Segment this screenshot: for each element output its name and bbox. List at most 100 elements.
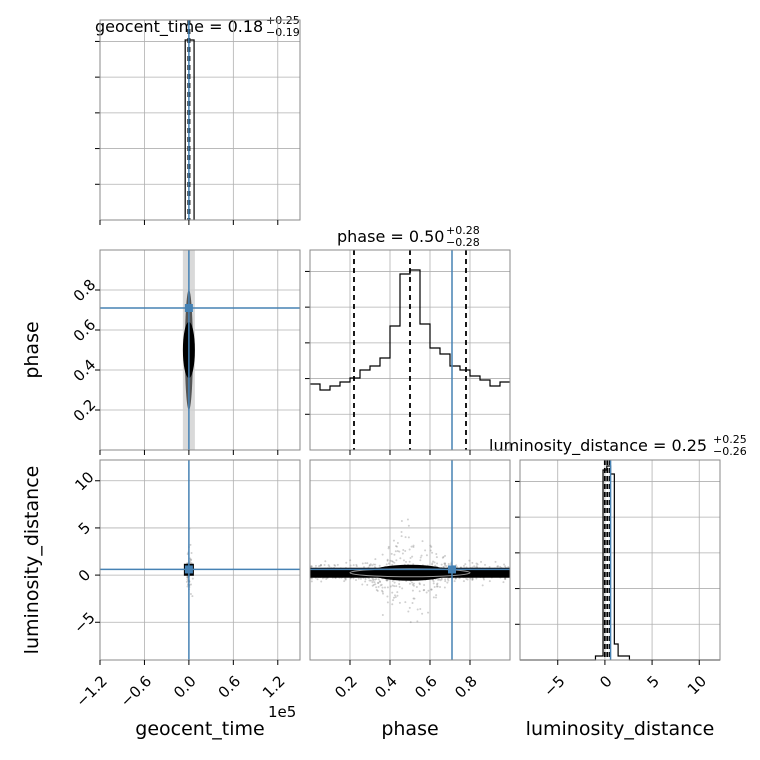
sample-point (447, 579, 450, 582)
sample-point (435, 594, 438, 597)
injection-marker (184, 565, 193, 574)
sample-point (349, 564, 352, 567)
sample-point (372, 579, 375, 582)
title-phase-minus: −0.28 (446, 236, 480, 249)
sample-point (407, 610, 410, 613)
sample-point (392, 596, 395, 599)
sample-point (444, 563, 447, 566)
sample-point (189, 543, 192, 546)
sample-point (191, 595, 194, 598)
grid (99, 250, 300, 450)
sample-point (488, 580, 491, 583)
x-tick-label-geocent_time: 1.2 (259, 672, 289, 702)
sample-point (396, 541, 399, 544)
sample-point (464, 563, 467, 566)
title-luminosity-distance-plus: +0.25 (713, 433, 747, 446)
sample-point (364, 562, 367, 565)
sample-point (416, 608, 419, 611)
sample-point (496, 565, 499, 568)
panel-luminosity_distance-luminosity_distance (515, 459, 721, 661)
sample-point (371, 581, 374, 584)
panel-frame (309, 459, 511, 661)
ylabel-luminosity-distance: luminosity_distance (21, 466, 43, 655)
sample-point (405, 560, 408, 563)
sample-point (411, 589, 414, 592)
sample-point (393, 561, 396, 564)
x-tick-label-geocent_time: 0.0 (170, 672, 200, 702)
sample-point (391, 560, 394, 563)
sample-point (484, 563, 487, 566)
sample-point (504, 565, 507, 568)
sample-point (404, 536, 407, 539)
sample-point (378, 580, 381, 583)
sample-point (430, 588, 433, 591)
sample-point (390, 552, 393, 555)
sample-point (374, 578, 377, 581)
grid (310, 460, 510, 660)
title-geocent-time-minus: −0.19 (266, 26, 300, 39)
sample-point (394, 594, 397, 597)
sample-point (446, 577, 449, 580)
sample-point (190, 558, 193, 561)
sample-point (408, 582, 411, 585)
sample-point (398, 550, 401, 553)
sample-point (380, 583, 383, 586)
x-tick-label-geocent_time: −1.2 (72, 672, 110, 710)
sample-point (186, 585, 189, 588)
sample-point (458, 577, 461, 580)
sample-point (481, 584, 484, 587)
sample-point (191, 577, 194, 580)
sample-point (499, 565, 502, 568)
sample-point (386, 579, 389, 582)
sample-point (475, 565, 478, 568)
sample-point (418, 583, 421, 586)
sample-point (386, 578, 389, 581)
sample-point (439, 585, 442, 588)
sample-point (375, 588, 378, 591)
sample-point (432, 580, 435, 583)
grid (520, 460, 720, 660)
sample-point (379, 581, 382, 584)
sample-point (366, 583, 369, 586)
sample-point (321, 577, 324, 580)
sample-point (385, 563, 388, 566)
sample-point (444, 562, 447, 565)
sample-point (462, 580, 465, 583)
sample-point (371, 577, 374, 580)
panel-phase-phase (305, 249, 511, 451)
sample-point (400, 531, 403, 534)
sample-point (345, 561, 348, 564)
sample-point (447, 563, 450, 566)
sample-point (355, 565, 358, 568)
sample-point (411, 601, 414, 604)
sample-point (391, 603, 394, 606)
x-tick-label-phase: 0.4 (371, 672, 401, 702)
sample-point (390, 560, 393, 563)
sample-point (421, 540, 424, 543)
panel-frame (99, 249, 301, 451)
sample-point (411, 583, 414, 586)
sample-point (389, 585, 392, 588)
sample-point (336, 563, 339, 566)
sample-point (445, 565, 448, 568)
sample-point (442, 566, 445, 569)
ylabel-phase: phase (21, 321, 43, 378)
sample-point (431, 563, 434, 566)
sample-point (427, 589, 430, 592)
sample-point (440, 563, 443, 566)
sample-point (471, 578, 474, 581)
sample-point (372, 583, 375, 586)
sample-point (430, 545, 433, 548)
sample-point (375, 586, 378, 589)
sample-point (430, 588, 433, 591)
sample-point (189, 559, 192, 562)
sample-point (418, 590, 421, 593)
sample-point (401, 587, 404, 590)
sample-point (310, 580, 313, 583)
sample-point (412, 597, 415, 600)
title-luminosity-distance-minus: −0.26 (713, 445, 747, 458)
x-tick-label-luminosity_distance: −5 (540, 672, 568, 700)
sample-point (416, 620, 419, 623)
injection-marker (184, 304, 193, 312)
sample-point (455, 565, 458, 568)
